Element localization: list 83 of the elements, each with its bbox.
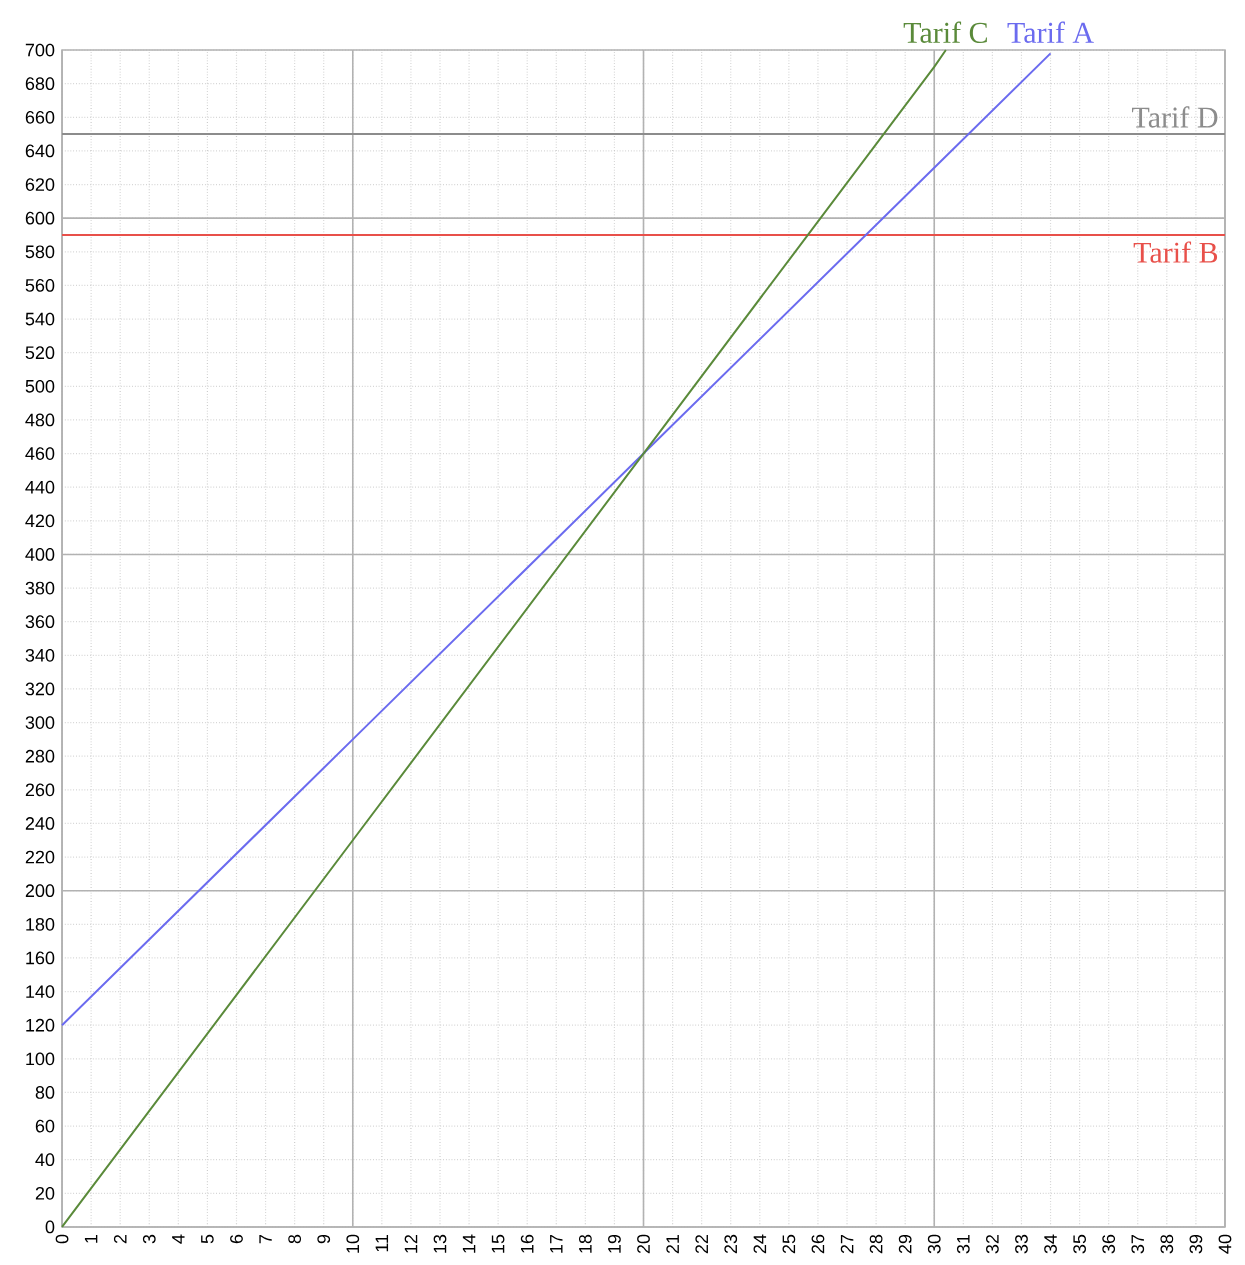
y-tick-label: 500	[25, 379, 55, 393]
y-tick-label: 420	[25, 514, 55, 528]
x-tick-label: 10	[346, 1234, 360, 1253]
x-tick-label: 6	[230, 1234, 243, 1244]
y-tick-label: 700	[25, 43, 55, 57]
x-tick-label: 28	[869, 1234, 883, 1254]
x-tick-label: 35	[1073, 1234, 1086, 1254]
x-tick-label: 8	[288, 1234, 302, 1244]
y-tick-label: 100	[26, 1052, 55, 1066]
y-tick-label: 300	[25, 716, 55, 729]
y-tick-label: 480	[25, 413, 55, 427]
y-tick-label: 160	[26, 951, 55, 965]
y-tick-label: 120	[26, 1018, 55, 1032]
x-tick-label: 2	[113, 1234, 127, 1244]
y-tick-label: 280	[25, 749, 55, 763]
x-tick-label: 23	[724, 1234, 738, 1254]
y-tick-label: 460	[25, 447, 55, 460]
y-tick-label: 220	[25, 850, 55, 864]
y-tick-label: 380	[25, 581, 55, 595]
ref-line-label: Tarif B	[1133, 241, 1218, 263]
y-tick-label: 240	[25, 817, 55, 830]
x-tick-label: 25	[782, 1234, 796, 1254]
x-tick-label: 30	[927, 1234, 941, 1254]
x-tick-label: 39	[1189, 1234, 1203, 1254]
y-tick-label: 680	[25, 77, 55, 91]
x-tick-label: 36	[1102, 1234, 1116, 1254]
y-tick-label: 540	[25, 312, 55, 326]
x-tick-label: 9	[317, 1234, 331, 1244]
y-tick-label: 140	[26, 985, 55, 998]
line-series	[61, 49, 947, 1228]
x-tick-label: 13	[433, 1234, 447, 1253]
x-tick-label: 18	[578, 1234, 592, 1253]
y-tick-label: 0	[45, 1220, 55, 1234]
ref-line-label: Tarif D	[1132, 106, 1218, 128]
y-tick-label: 40	[35, 1153, 55, 1167]
y-tick-label: 260	[25, 783, 55, 797]
y-tick-label: 560	[25, 279, 55, 292]
y-tick-label: 360	[25, 615, 55, 629]
x-tick-label: 24	[753, 1234, 767, 1254]
series-label: Tarif C	[903, 21, 987, 43]
x-tick-label: 34	[1044, 1234, 1057, 1254]
x-tick-label: 37	[1131, 1234, 1145, 1254]
x-tick-label: 26	[811, 1234, 825, 1254]
x-tick-label: 14	[462, 1234, 476, 1253]
x-tick-label: 11	[375, 1234, 389, 1252]
x-tick-label: 15	[491, 1234, 505, 1253]
y-tick-label: 180	[26, 917, 55, 931]
x-tick-label: 19	[608, 1234, 621, 1253]
x-tick-label: 16	[520, 1234, 534, 1253]
x-tick-label: 22	[695, 1234, 708, 1254]
line-series	[61, 52, 1052, 1027]
y-tick-label: 80	[35, 1086, 55, 1099]
y-tick-label: 320	[25, 682, 55, 696]
y-tick-label: 660	[25, 110, 55, 124]
x-tick-label: 3	[142, 1234, 156, 1244]
x-tick-label: 33	[1015, 1234, 1028, 1254]
x-tick-label: 38	[1160, 1234, 1174, 1254]
y-tick-label: 520	[25, 346, 55, 360]
x-tick-label: 1	[84, 1234, 98, 1243]
x-tick-label: 12	[404, 1234, 418, 1253]
y-tick-label: 340	[25, 648, 55, 662]
x-tick-label: 5	[201, 1234, 214, 1244]
y-tick-label: 400	[25, 548, 55, 561]
y-tick-label: 20	[35, 1186, 55, 1200]
series-label: Tarif A	[1007, 21, 1094, 43]
y-tick-label: 200	[25, 884, 55, 898]
y-tick-label: 580	[25, 245, 55, 259]
y-tick-label: 440	[25, 480, 55, 494]
y-tick-label: 620	[25, 178, 55, 191]
y-tick-label: 60	[35, 1119, 55, 1133]
x-tick-label: 17	[550, 1234, 563, 1253]
x-tick-label: 40	[1218, 1234, 1232, 1254]
x-tick-label: 31	[956, 1234, 970, 1254]
x-tick-label: 32	[986, 1234, 999, 1254]
x-tick-label: 7	[259, 1234, 272, 1244]
x-tick-label: 21	[666, 1234, 679, 1254]
x-tick-label: 0	[55, 1234, 69, 1244]
x-tick-label: 4	[172, 1234, 185, 1244]
y-tick-label: 600	[25, 211, 55, 225]
y-tick-label: 640	[25, 144, 55, 158]
x-tick-label: 29	[898, 1234, 912, 1254]
x-tick-label: 27	[840, 1234, 854, 1254]
x-tick-label: 20	[637, 1234, 650, 1254]
